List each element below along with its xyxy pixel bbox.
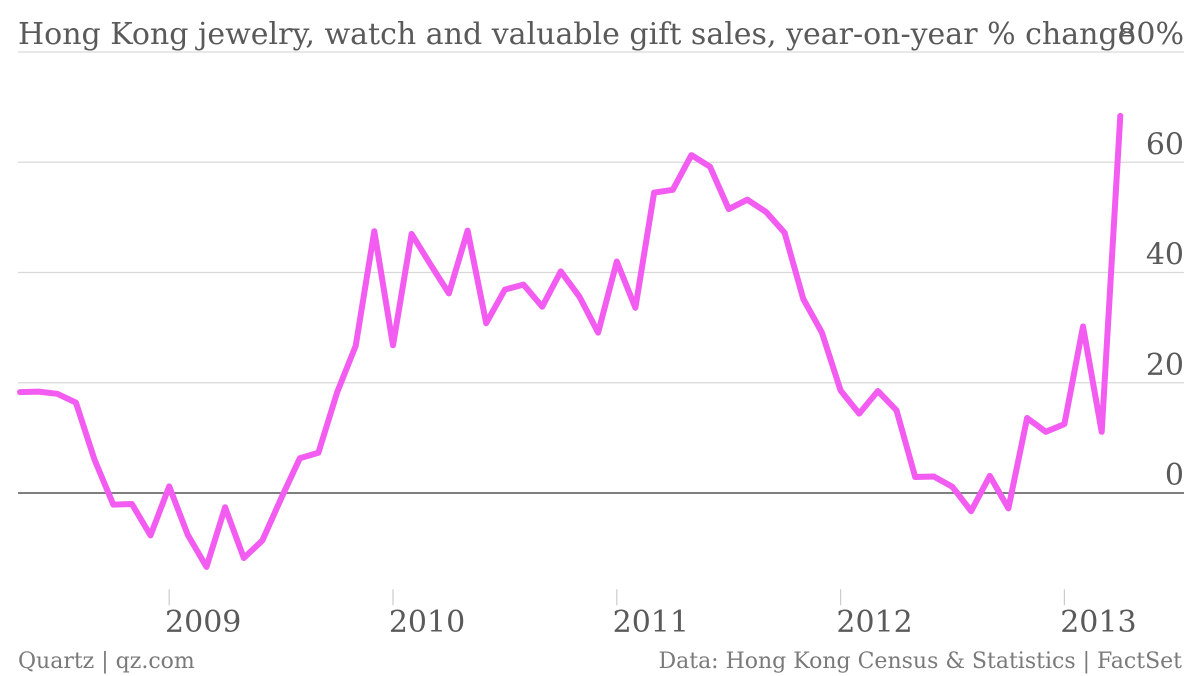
data-point [782, 230, 788, 236]
data-point [521, 282, 527, 288]
data-point [17, 389, 23, 395]
data-point [297, 455, 303, 461]
data-point [427, 261, 433, 267]
data-point [819, 330, 825, 336]
data-point [315, 450, 321, 456]
data-point [148, 532, 154, 538]
x-tick-label: 2010 [389, 605, 465, 640]
data-point [744, 197, 750, 203]
data-point [558, 268, 564, 274]
data-point [1080, 324, 1086, 330]
data-point [129, 501, 135, 507]
data-point [1043, 429, 1049, 435]
data-point [483, 320, 489, 326]
data-point [502, 287, 508, 293]
data-point [688, 152, 694, 158]
data-point [1061, 421, 1067, 427]
data-point [726, 206, 732, 212]
data-point [595, 330, 601, 336]
data-point [614, 258, 620, 264]
data-point [987, 473, 993, 479]
data-point [1005, 505, 1011, 511]
data-point [1117, 113, 1123, 119]
data-point [707, 164, 713, 170]
data-point [334, 390, 340, 396]
data-point [632, 305, 638, 311]
data-point [222, 504, 228, 510]
data-point [856, 411, 862, 417]
data-point [875, 388, 881, 394]
data-point [763, 209, 769, 215]
y-tick-label: 20 [1146, 348, 1184, 383]
data-point [1099, 429, 1105, 435]
data-point [968, 508, 974, 514]
data-point [409, 231, 415, 237]
x-tick-label: 2012 [836, 605, 912, 640]
x-tick-label: 2011 [613, 605, 689, 640]
data-point [73, 400, 79, 406]
data-point [465, 228, 471, 234]
data-point [110, 502, 116, 508]
data-point [838, 387, 844, 393]
y-unit-label: 80% [1117, 17, 1184, 52]
data-point [950, 484, 956, 490]
y-tick-label: 60 [1146, 127, 1184, 162]
data-point [800, 296, 806, 302]
data-point [894, 407, 900, 413]
series-layer [17, 112, 1124, 570]
data-point [390, 342, 396, 348]
x-axis: 2009 2010 2011 2012 2013 [165, 589, 1137, 640]
data-point [577, 294, 583, 300]
data-point [166, 483, 172, 489]
data-point [54, 391, 60, 397]
x-tick-label: 2013 [1060, 605, 1136, 640]
data-point [353, 343, 359, 349]
data-point [185, 532, 191, 538]
data-point [670, 187, 676, 193]
data-point [36, 389, 42, 395]
gridlines [18, 51, 1184, 494]
data-point [651, 190, 657, 196]
x-tick-label: 2009 [165, 605, 241, 640]
data-point [204, 564, 210, 570]
footer-source-right: Data: Hong Kong Census & Statistics | Fa… [658, 649, 1182, 674]
data-point [259, 537, 265, 543]
data-point [539, 304, 545, 310]
data-point [241, 555, 247, 561]
footer-source-left: Quartz | qz.com [18, 649, 195, 674]
y-tick-label: 0 [1165, 458, 1184, 493]
series-line [17, 112, 1124, 570]
data-point [912, 474, 918, 480]
data-point [92, 457, 98, 463]
chart-title: Hong Kong jewelry, watch and valuable gi… [18, 17, 1135, 52]
data-point [278, 496, 284, 502]
data-point [446, 290, 452, 296]
y-axis: 0 20 40 60 [1146, 127, 1184, 493]
data-point [1024, 415, 1030, 421]
data-point [931, 473, 937, 479]
data-point [371, 228, 377, 234]
y-tick-label: 40 [1146, 238, 1184, 273]
